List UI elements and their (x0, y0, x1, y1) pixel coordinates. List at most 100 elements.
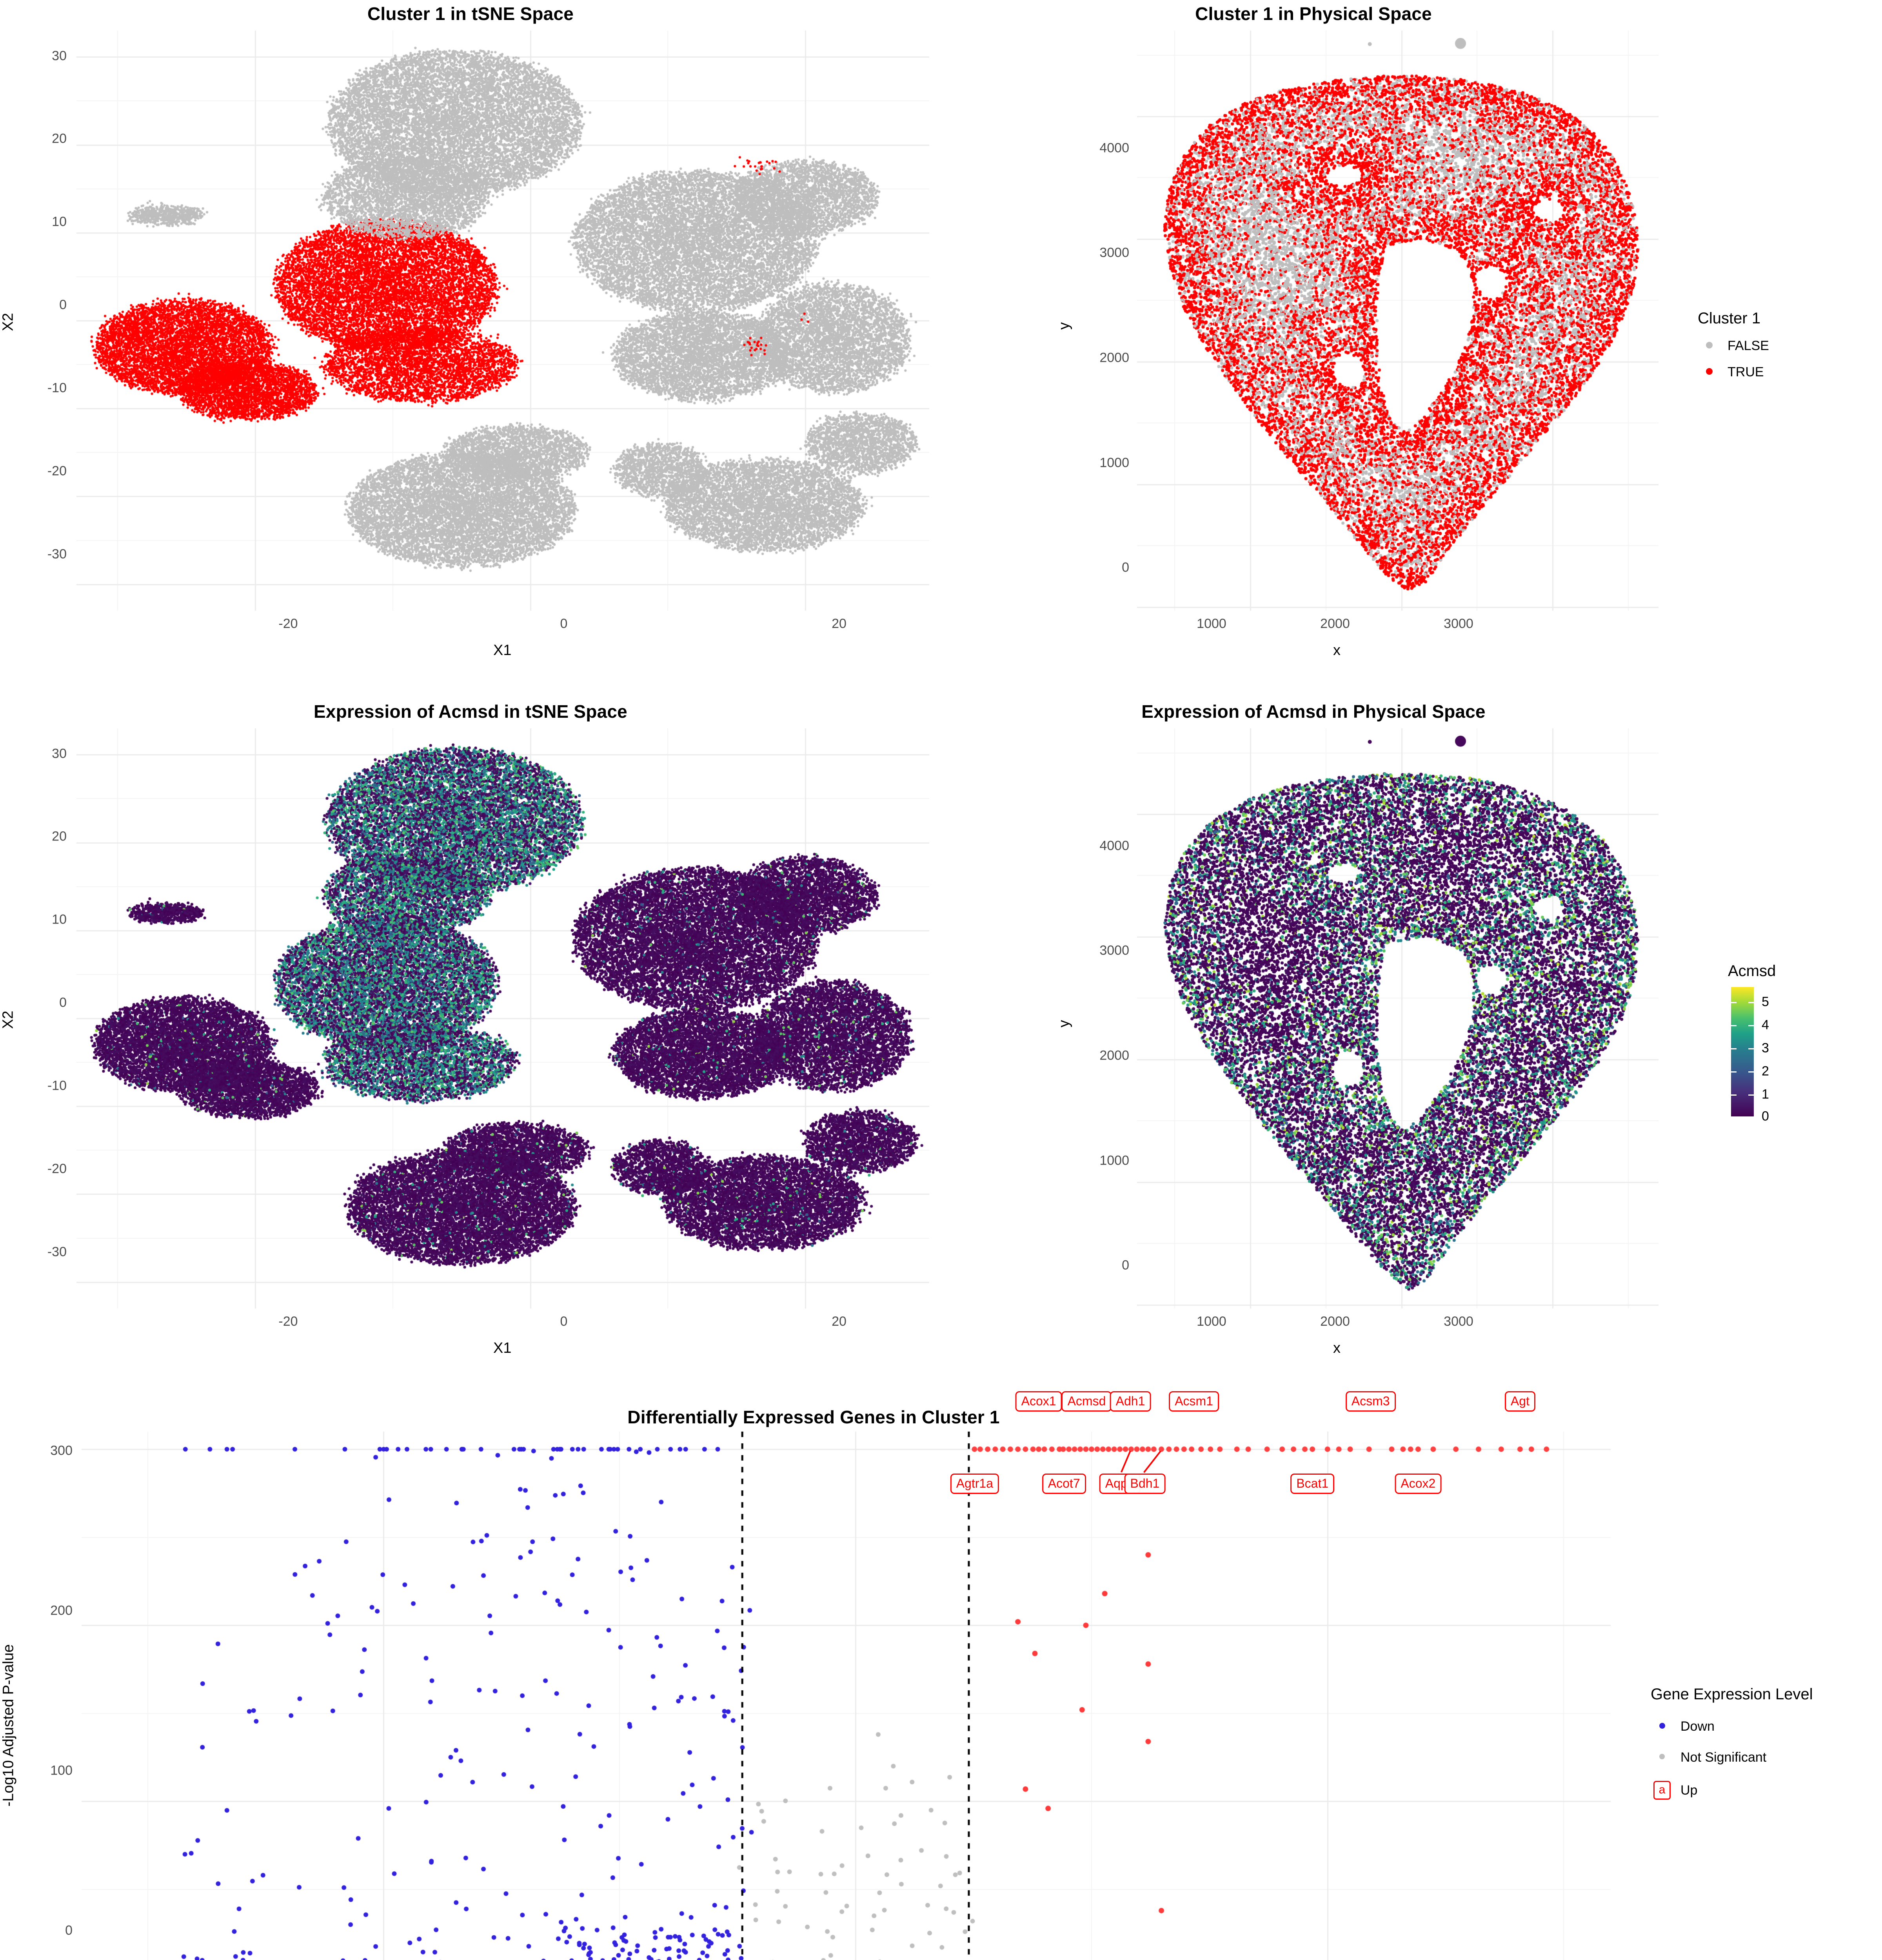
y-tick: 0 (1122, 1258, 1129, 1273)
gene-label-agtr1a[interactable]: Agtr1a (950, 1473, 999, 1494)
legend-label: Not Significant (1680, 1750, 1767, 1765)
gene-label-acot7[interactable]: Acot7 (1042, 1473, 1086, 1494)
plot-area-expr-physical (1137, 728, 1659, 1308)
y-axis-label: X2 (0, 1011, 16, 1029)
legend-label: TRUE (1728, 365, 1764, 379)
y-tick: 0 (65, 1923, 73, 1938)
plot-area-cluster-tsne (76, 31, 929, 611)
y-tick: -30 (47, 546, 67, 562)
legend-title: Cluster 1 (1698, 310, 1761, 327)
colorbar-tick: 5 (1762, 994, 1769, 1009)
plot-area-volcano (82, 1432, 1611, 1960)
x-tick: 1000 (1197, 1314, 1226, 1329)
x-tick: -20 (278, 616, 298, 631)
legend-label: FALSE (1728, 338, 1769, 353)
legend-label: Up (1680, 1782, 1698, 1798)
y-tick: -10 (47, 1078, 67, 1093)
colorbar-tick: 4 (1762, 1017, 1769, 1033)
legend-item-false[interactable]: FALSE (1698, 338, 1866, 354)
legend-label: Down (1680, 1719, 1715, 1734)
x-tick: 0 (560, 616, 568, 631)
y-tick: 3000 (1099, 943, 1129, 958)
y-tick: 1000 (1099, 1153, 1129, 1168)
y-tick: -30 (47, 1244, 67, 1259)
legend-item-true[interactable]: TRUE (1698, 365, 1866, 380)
colorbar-gradient: 5 4 3 2 1 0 (1731, 987, 1769, 1124)
y-tick: 1000 (1099, 455, 1129, 470)
panel-title: Expression of Acmsd in tSNE Space (314, 701, 627, 722)
scatter-canvas (76, 31, 929, 611)
scatter-canvas (1137, 31, 1659, 611)
y-tick: 2000 (1099, 350, 1129, 365)
y-tick: 3000 (1099, 245, 1129, 260)
x-tick: 2000 (1320, 616, 1350, 631)
panel-cluster-physical: Cluster 1 in Physical Space 4000 3000 20… (941, 0, 1686, 698)
y-axis-label: -Log10 Adjusted P-value (0, 1644, 17, 1807)
x-tick: 3000 (1444, 1314, 1473, 1329)
legend-item-up[interactable]: a Up (1651, 1781, 1870, 1800)
y-tick: -10 (47, 380, 67, 396)
y-axis-label: X2 (0, 313, 16, 331)
colorbar-tick: 2 (1762, 1063, 1769, 1079)
legend-swatch-up: a (1651, 1781, 1673, 1800)
colorbar-tick: 0 (1762, 1109, 1769, 1124)
y-tick: 0 (59, 995, 67, 1010)
scatter-canvas (76, 728, 929, 1308)
y-tick: 100 (50, 1763, 73, 1778)
legend-title: Gene Expression Level (1651, 1686, 1813, 1703)
panel-title: Cluster 1 in tSNE Space (367, 4, 574, 24)
gene-label-adh1[interactable]: Adh1 (1110, 1391, 1151, 1412)
gene-label-acsm3[interactable]: Acsm3 (1345, 1391, 1396, 1412)
gene-label-agt[interactable]: Agt (1504, 1391, 1535, 1412)
legend-swatch-down (1651, 1722, 1673, 1731)
y-tick: -20 (47, 463, 67, 479)
plot-area-cluster-physical (1137, 31, 1659, 611)
legend-item-notsig[interactable]: Not Significant (1651, 1750, 1870, 1765)
x-axis-label: x (1333, 1340, 1341, 1356)
panel-title: Differentially Expressed Genes in Cluste… (627, 1407, 1000, 1427)
legend-item-down[interactable]: Down (1651, 1719, 1870, 1734)
x-tick: 20 (832, 1314, 847, 1329)
gene-label-acsm1[interactable]: Acsm1 (1169, 1391, 1219, 1412)
x-tick: 0 (560, 1314, 568, 1329)
legend-swatch-false (1698, 341, 1720, 350)
gene-label-bdh1[interactable]: Bdh1 (1124, 1473, 1166, 1494)
y-axis-label: y (1056, 1020, 1072, 1027)
panel-cluster-tsne: Cluster 1 in tSNE Space 30 20 10 0 -10 -… (0, 0, 941, 698)
y-tick: 10 (52, 214, 67, 229)
gene-label-acmsd[interactable]: Acmsd (1061, 1391, 1112, 1412)
panel-title: Expression of Acmsd in Physical Space (1141, 701, 1486, 722)
x-tick: 2000 (1320, 1314, 1350, 1329)
panel-title: Cluster 1 in Physical Space (1195, 4, 1432, 24)
panel-expr-tsne: Expression of Acmsd in tSNE Space 30 20 … (0, 698, 941, 1411)
legend-swatch-true (1698, 368, 1720, 377)
x-axis-label: X1 (493, 1340, 512, 1356)
y-tick: 20 (52, 131, 67, 146)
legend-cluster1: Cluster 1 FALSE TRUE (1698, 310, 1866, 380)
gene-label-acox1[interactable]: Acox1 (1015, 1391, 1062, 1412)
legend-title: Acmsd (1728, 962, 1776, 980)
x-axis-label: X1 (493, 642, 512, 659)
scatter-canvas (82, 1432, 1611, 1960)
x-tick: 20 (832, 616, 847, 631)
x-tick: 3000 (1444, 616, 1473, 631)
y-tick: 30 (52, 746, 67, 761)
gene-label-bcat1[interactable]: Bcat1 (1290, 1473, 1335, 1494)
gene-label-acox2[interactable]: Acox2 (1395, 1473, 1442, 1494)
y-tick: 300 (50, 1443, 73, 1458)
colorbar-tick: 3 (1762, 1040, 1769, 1056)
y-tick: 10 (52, 912, 67, 927)
legend-gene-expression: Gene Expression Level Down Not Significa… (1651, 1686, 1870, 1800)
y-tick: 200 (50, 1603, 73, 1618)
legend-acmsd-colorbar: Acmsd 5 4 3 2 1 0 (1728, 962, 1880, 1124)
panel-expr-physical: Expression of Acmsd in Physical Space 40… (941, 698, 1686, 1411)
colorbar-tick: 1 (1762, 1087, 1769, 1102)
y-tick: -20 (47, 1161, 67, 1176)
y-tick: 30 (52, 48, 67, 64)
plot-area-expr-tsne (76, 728, 929, 1308)
legend-swatch-notsig (1651, 1754, 1673, 1761)
panel-volcano: Differentially Expressed Genes in Cluste… (0, 1391, 1627, 1960)
x-tick: 1000 (1197, 616, 1226, 631)
x-axis-label: x (1333, 642, 1341, 659)
y-tick: 0 (59, 297, 67, 312)
